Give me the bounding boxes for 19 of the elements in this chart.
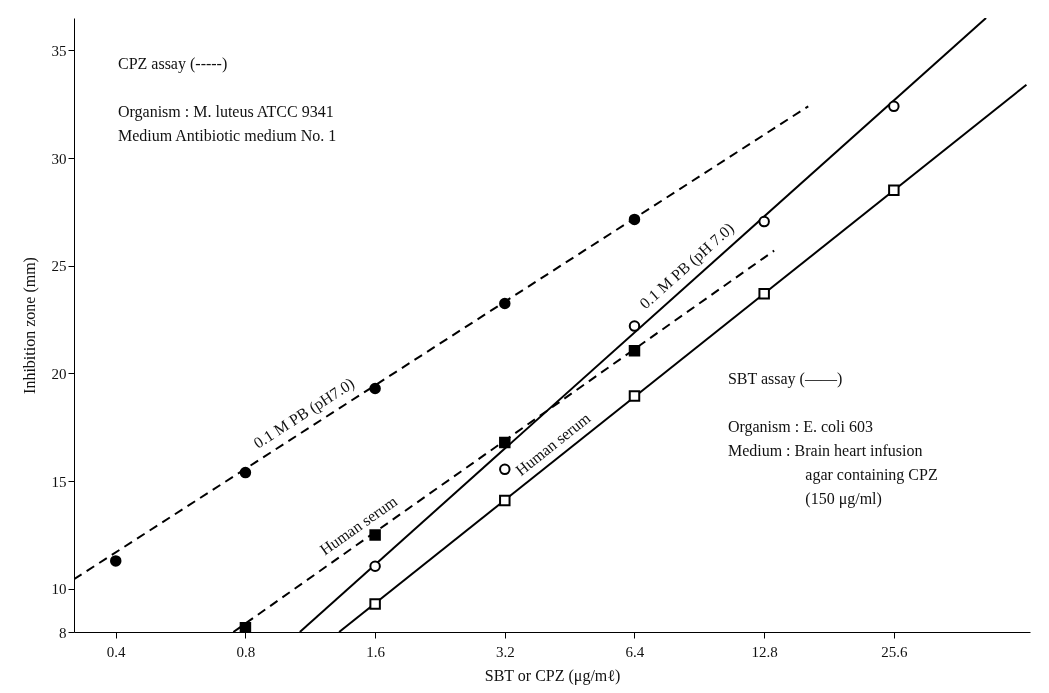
x-tick-label: 12.8 [751,643,778,660]
y-tick-label: 8 [59,624,67,641]
y-tick-label: 15 [51,473,67,490]
text: SBT assay (——) Organism : E. coli 603 Medium : Brain heart infusion agar containing CPZ (150 μg/ml) [727,370,938,508]
x-tick-label: 25.6 [881,643,908,660]
x-tick-label: 0.4 [106,643,127,660]
annotation: 0.1 M PB (pH 7.0) [636,219,738,313]
x-tick-label: 6.4 [625,643,645,660]
x-tick-label: 1.6 [366,643,386,660]
y-tick-label: 35 [51,42,67,59]
y-tick-label: 25 [51,258,67,275]
x-axis-title: SBT or CPZ (μg/mℓ) [484,666,621,685]
x-tick-label: 0.8 [236,643,256,660]
x-tick-label: 3.2 [495,643,515,660]
y-tick-label: 30 [51,150,67,167]
text: CPZ assay (-----) Organism : M. luteus ATCC 9341 Medium Antibiotic medium No. 1 [117,55,337,145]
y-axis-title: Inhibition zone (mm) [20,257,39,394]
y-tick-label: 10 [51,581,67,598]
y-tick-label: 20 [51,365,67,382]
